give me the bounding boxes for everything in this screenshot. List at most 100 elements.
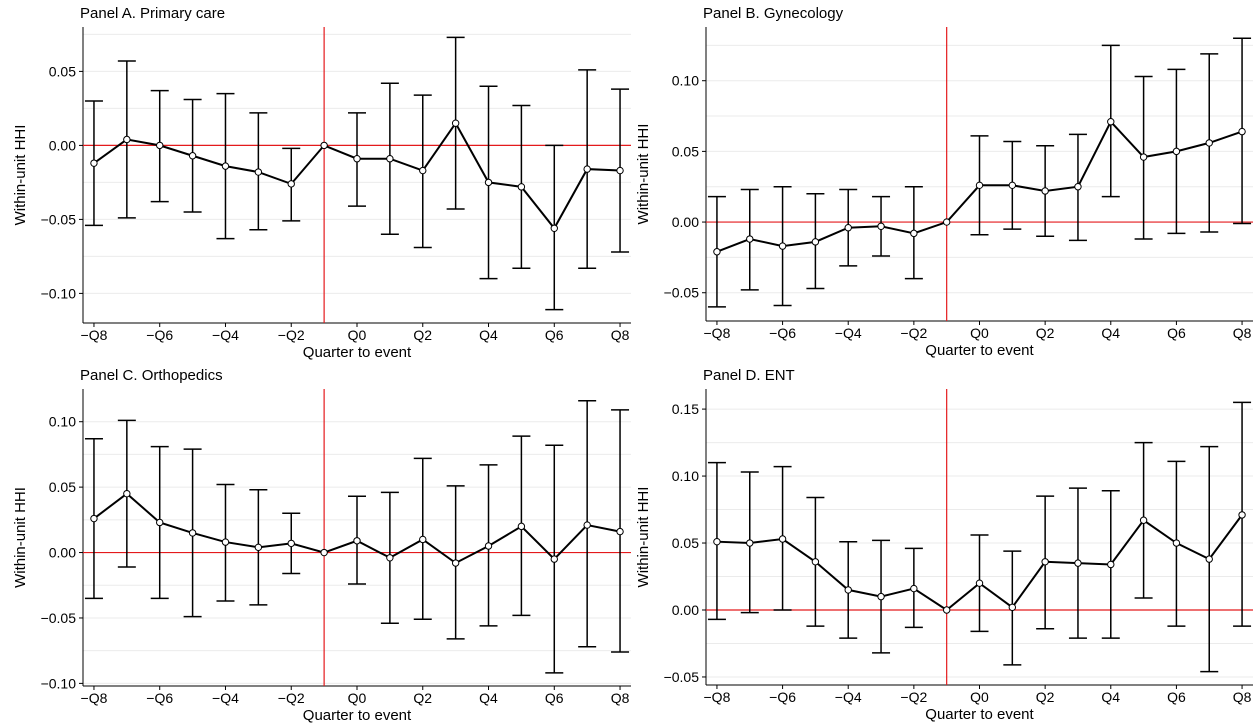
data-point	[1205, 555, 1213, 563]
x-tick-label: Q4	[479, 327, 498, 343]
y-tick-label: −0.05	[664, 669, 700, 685]
data-point	[713, 537, 721, 546]
y-tick-label: 0.15	[672, 401, 699, 417]
x-tick-label: Q4	[1101, 325, 1120, 341]
data-point	[1139, 153, 1148, 161]
x-tick-label: −Q4	[212, 327, 239, 343]
data-point	[484, 542, 493, 550]
data-point	[811, 238, 820, 246]
y-tick-label: 0.00	[672, 602, 699, 618]
data-point	[221, 162, 230, 170]
x-tick-label: −Q4	[835, 325, 862, 341]
data-point	[386, 155, 394, 163]
data-point	[451, 119, 460, 127]
panel-title: Panel C. Orthopedics	[80, 367, 223, 384]
y-tick-label: 0.10	[672, 468, 699, 484]
data-point	[254, 543, 263, 552]
x-tick-label: −Q8	[81, 327, 108, 343]
data-point	[1238, 511, 1246, 519]
data-point	[1139, 516, 1148, 524]
data-point	[287, 180, 295, 188]
y-tick-label: −0.05	[41, 211, 77, 227]
panel-title: Panel B. Gynecology	[703, 5, 844, 22]
data-point	[1172, 147, 1181, 156]
x-tick-label: −Q6	[769, 689, 796, 705]
x-tick-label: −Q2	[900, 689, 927, 705]
y-tick-label: −0.10	[41, 285, 77, 301]
data-point	[1041, 558, 1049, 566]
x-tick-label: −Q2	[900, 325, 927, 341]
data-point	[90, 159, 98, 167]
x-tick-label: −Q6	[146, 690, 173, 706]
y-tick-label: 0.05	[672, 143, 699, 159]
panel-title: Panel A. Primary care	[80, 5, 225, 22]
data-point	[1074, 559, 1082, 567]
data-point	[746, 539, 754, 547]
data-point	[616, 527, 624, 536]
y-tick-label: 0.05	[672, 535, 699, 551]
data-point	[419, 535, 427, 544]
x-tick-label: Q0	[970, 689, 989, 705]
y-tick-label: −0.05	[664, 285, 700, 301]
data-point	[1172, 539, 1181, 547]
y-tick-label: −0.10	[41, 675, 77, 691]
x-tick-label: Q0	[348, 327, 367, 343]
data-point	[221, 538, 230, 546]
x-tick-label: −Q2	[278, 327, 305, 343]
x-axis-title: Quarter to event	[303, 707, 412, 724]
y-tick-label: 0.05	[49, 479, 76, 495]
x-tick-label: Q2	[1036, 689, 1055, 705]
x-tick-label: −Q4	[212, 690, 239, 706]
y-tick-label: 0.00	[49, 137, 76, 153]
data-point	[484, 178, 493, 187]
data-point	[844, 224, 852, 232]
y-tick-label: 0.00	[49, 545, 76, 561]
data-point	[778, 242, 787, 250]
data-point	[616, 166, 624, 175]
x-tick-label: Q6	[545, 327, 564, 343]
data-point	[517, 183, 526, 191]
data-point	[123, 135, 131, 144]
x-tick-label: Q4	[479, 690, 498, 706]
data-point	[811, 558, 820, 566]
data-point	[451, 559, 460, 567]
data-point	[386, 554, 394, 562]
data-point	[287, 539, 295, 548]
data-point	[550, 555, 558, 563]
data-point	[550, 224, 558, 232]
data-point	[156, 141, 164, 150]
x-tick-label: Q6	[545, 690, 564, 706]
x-tick-label: −Q8	[704, 325, 731, 341]
data-point	[583, 165, 591, 173]
data-point	[910, 229, 918, 238]
x-axis-title: Quarter to event	[925, 342, 1034, 359]
data-point	[1008, 181, 1017, 190]
y-axis-title: Within-unit HHI	[12, 125, 29, 226]
data-point	[254, 168, 263, 176]
x-tick-label: Q4	[1101, 689, 1120, 705]
panel-3: −0.10 −0.05 0.00 0.05 0.10 −Q8 −Q6 −Q4 −Q2 Q0 Q2 Q4…	[12, 367, 631, 724]
x-tick-label: Q6	[1167, 689, 1186, 705]
x-axis-title: Quarter to event	[925, 706, 1034, 723]
panel-2: −0.05 0.00 0.05 0.10 −Q8 −Q6 −Q4 −Q2 Q0 Q2 Q4 Q6 Q8 P…	[635, 5, 1253, 359]
panel-1: −0.10 −0.05 0.00 0.05 −Q8 −Q6 −Q4 −Q2 Q0 Q2 Q4 Q6 Q8…	[12, 5, 631, 361]
data-point	[1008, 603, 1017, 612]
data-point	[353, 537, 361, 545]
x-tick-label: −Q8	[81, 690, 108, 706]
data-point	[353, 155, 361, 163]
x-tick-label: Q2	[1036, 325, 1055, 341]
x-tick-label: Q8	[1233, 325, 1252, 341]
x-tick-label: Q6	[1167, 325, 1186, 341]
data-point	[713, 248, 721, 256]
data-point	[975, 579, 984, 587]
x-tick-label: Q8	[611, 327, 630, 343]
data-point	[123, 489, 131, 498]
y-tick-label: 0.00	[672, 214, 699, 230]
data-point	[188, 529, 197, 537]
data-point	[778, 535, 787, 543]
y-axis-title: Within-unit HHI	[12, 487, 29, 588]
x-tick-label: Q2	[413, 690, 432, 706]
data-point	[320, 141, 328, 150]
data-point	[188, 152, 197, 160]
x-tick-label: −Q6	[146, 327, 173, 343]
